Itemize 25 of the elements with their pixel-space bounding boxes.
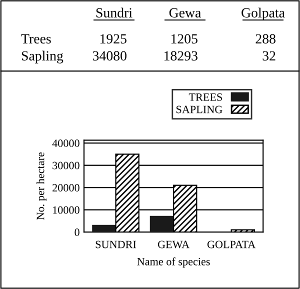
data-label: 34080 (92, 51, 126, 61)
y-tick-label: 0 (74, 228, 80, 236)
category-label: Sundri (96, 8, 132, 18)
bar (150, 216, 174, 232)
legend-label: SAPLING (176, 106, 222, 114)
data-label: 1925 (100, 34, 126, 44)
data-label: 1205 (171, 34, 198, 44)
data-label: 288 (256, 34, 276, 44)
x-tick-label: GOLPATA (207, 240, 256, 248)
bar (92, 224, 116, 232)
category-label: Golpata (242, 8, 285, 20)
data-label: 32 (262, 51, 276, 61)
y-tick-label: 40000 (52, 140, 80, 148)
y-tick-label: 10000 (53, 206, 80, 214)
x-axis-title: Name of species (137, 257, 210, 268)
category-label: Gewa (169, 8, 202, 18)
text: Sapling (22, 50, 64, 64)
text: Trees (21, 34, 51, 44)
y-axis-title: No. per hectare (36, 152, 46, 220)
legend-label: TREES (188, 93, 222, 101)
y-tick-label: 20000 (52, 184, 80, 192)
data-label: 18293 (164, 51, 198, 61)
y-tick-label: 30000 (52, 162, 80, 170)
x-tick-label: GEWA (158, 240, 190, 248)
x-tick-label: SUNDRI (96, 240, 136, 248)
